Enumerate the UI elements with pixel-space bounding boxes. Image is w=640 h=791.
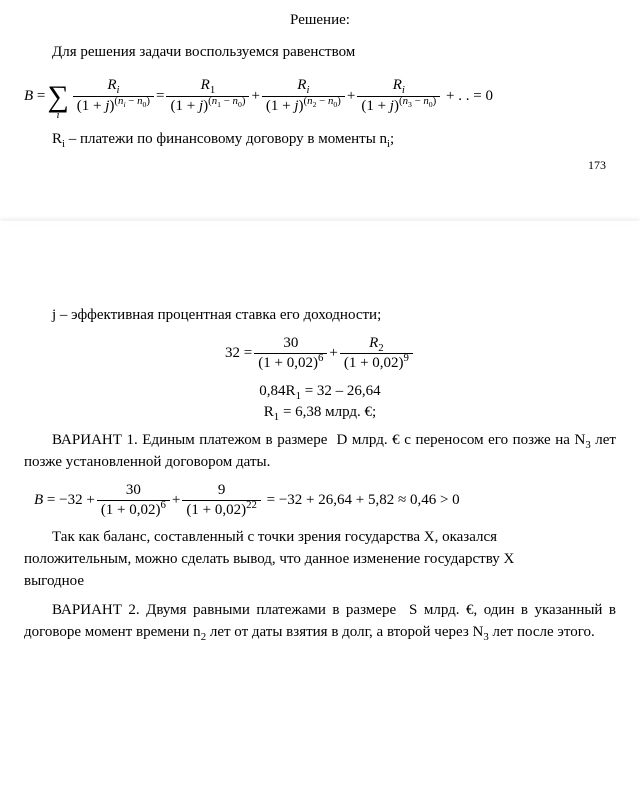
solution-heading: Решение: <box>24 10 616 32</box>
sigma-icon: ∑ i <box>47 72 68 121</box>
result-line: R1 = 6,38 млрд. €; <box>24 402 616 424</box>
page-number: 173 <box>24 158 606 173</box>
variant2-text: ВАРИАНТ 2. Двумя равными платежами в раз… <box>24 600 616 644</box>
definition-j: j – эффективная процентная ставка его до… <box>24 305 616 327</box>
formula-substitution: 32 = 30 (1 + 0,02)6 + R2 (1 + 0,02)9 <box>24 335 616 373</box>
simplify-line: 0,84R1 = 32 – 26,64 <box>24 381 616 403</box>
formula-main-equality: B = ∑ i Ri (1 + j)(ni − n0) = R1 (1 + j)… <box>24 72 616 121</box>
intro-text: Для решения задачи воспользуемся равенст… <box>24 42 616 64</box>
conclusion-line-3: выгодное <box>24 571 616 593</box>
page-break <box>0 185 640 305</box>
variant1-text: ВАРИАНТ 1. Единым платежом в размере D м… <box>24 430 616 474</box>
conclusion-line-2: положительным, можно сделать вывод, что … <box>24 549 616 571</box>
formula-variant1: B = −32 + 30 (1 + 0,02)6 + 9 (1 + 0,02)2… <box>24 482 616 520</box>
definition-ri: Ri – платежи по финансовому договору в м… <box>24 129 616 151</box>
conclusion-line-1: Так как баланс, составленный с точки зре… <box>24 527 616 549</box>
